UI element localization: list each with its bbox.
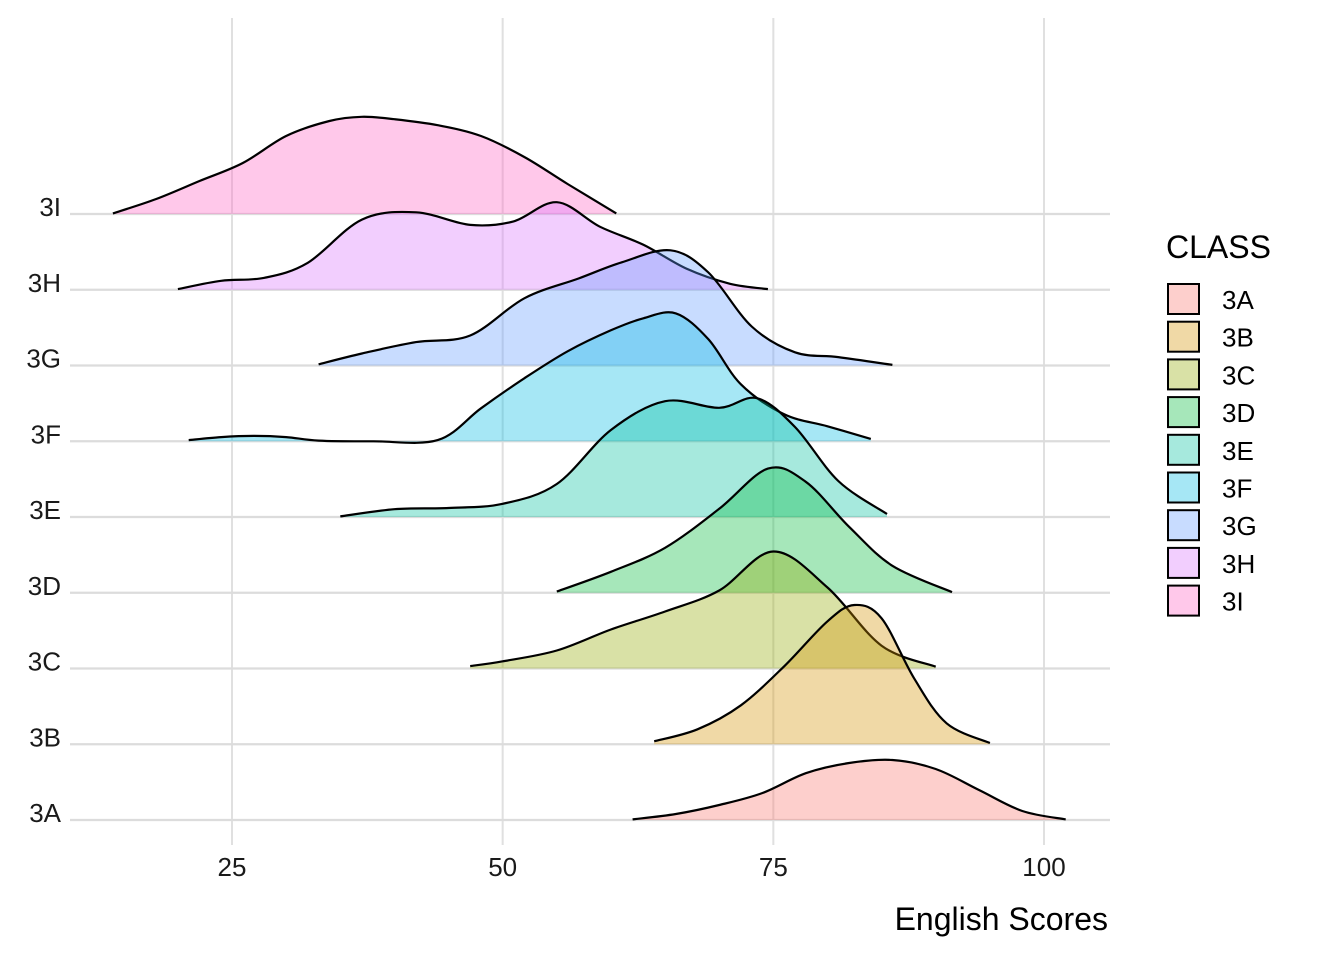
legend: CLASS 3A 3B 3C 3D 3E 3F 3G 3H 3I: [1166, 229, 1271, 617]
y-tick-label: 3D: [28, 571, 61, 601]
legend-key-3D: [1167, 396, 1200, 429]
ridge-3F: [188, 311, 872, 444]
ridge-3E: [340, 396, 888, 518]
x-tick-label: 25: [218, 852, 247, 882]
y-tick-label: 3H: [28, 268, 61, 298]
ridge-fill: [632, 759, 1066, 820]
ridge-3A: [632, 758, 1066, 821]
legend-label: 3F: [1222, 474, 1252, 504]
legend-title: CLASS: [1166, 229, 1271, 265]
ridge-fill: [177, 202, 768, 290]
ridge-fill: [318, 250, 893, 366]
grid-lines: [70, 18, 1110, 845]
ridge-fill: [556, 467, 952, 593]
x-axis-title: English Scores: [895, 901, 1108, 937]
legend-key-3I: [1167, 584, 1200, 617]
legend-key-3E: [1167, 433, 1200, 466]
y-tick-label: 3F: [31, 419, 61, 449]
density-ridges: [112, 115, 1066, 821]
legend-label: 3D: [1222, 398, 1255, 428]
ridge-3C: [470, 550, 937, 669]
y-tick-label: 3C: [28, 647, 61, 677]
ridge-3D: [556, 466, 953, 594]
y-axis-labels: 3A 3B 3C 3D 3E 3F 3G 3H 3I: [26, 192, 61, 828]
y-tick-label: 3G: [26, 344, 61, 374]
x-tick-label: 100: [1022, 852, 1065, 882]
ridge-line: [340, 396, 888, 518]
y-tick-label: 3E: [29, 495, 61, 525]
ridge-line: [318, 249, 893, 366]
legend-key-3B: [1167, 320, 1200, 353]
ridge-3H: [177, 201, 769, 291]
y-tick-label: 3B: [29, 722, 61, 752]
legend-key-3A: [1167, 283, 1200, 315]
y-tick-label: 3I: [39, 192, 61, 222]
legend-label: 3G: [1222, 511, 1257, 541]
ridge-line: [112, 115, 617, 215]
ridge-line: [177, 201, 769, 291]
x-axis-labels: 25 50 75 100: [218, 852, 1066, 882]
legend-label: 3E: [1222, 436, 1254, 466]
ridge-fill: [112, 116, 617, 214]
ridge-3I: [112, 115, 617, 215]
ridge-fill: [340, 397, 887, 517]
ridge-3G: [318, 249, 893, 366]
legend-label: 3A: [1222, 285, 1254, 315]
ridge-line: [470, 550, 937, 668]
legend-label: 3H: [1222, 549, 1255, 579]
ridge-line: [188, 311, 872, 444]
x-tick-label: 75: [759, 852, 788, 882]
ridge-3B: [653, 603, 991, 745]
ridge-line: [653, 603, 991, 745]
ridge-fill: [654, 604, 990, 745]
ridge-fill: [188, 312, 871, 443]
legend-key-3C: [1167, 358, 1200, 391]
x-tick-label: 50: [488, 852, 517, 882]
y-tick-label: 3A: [29, 798, 61, 828]
legend-key-3G: [1167, 509, 1200, 542]
legend-label: 3C: [1222, 360, 1255, 390]
legend-key-3H: [1167, 546, 1200, 579]
legend-label: 3B: [1222, 323, 1254, 353]
ridge-line: [632, 758, 1066, 821]
ridge-line: [556, 466, 953, 594]
legend-key-3F: [1167, 471, 1200, 504]
legend-label: 3I: [1222, 587, 1244, 617]
